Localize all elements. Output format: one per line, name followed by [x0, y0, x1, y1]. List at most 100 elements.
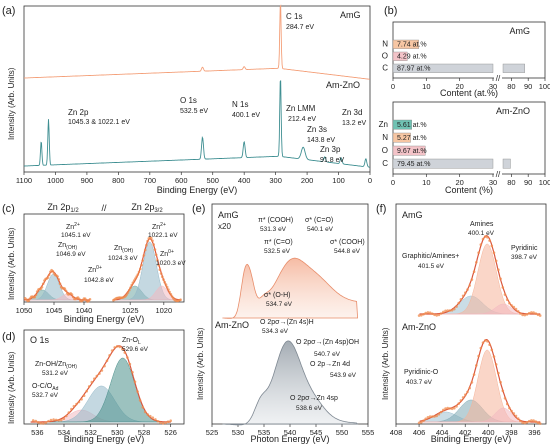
c-anno-4-label: Zn(OH)	[114, 245, 133, 254]
panel-f-amzno-point-50	[428, 415, 432, 418]
panel-e-annotations: π* (COOH) 531.3 eV π* (C=O) 532.5 eV σ* …	[258, 217, 365, 412]
panel-c-frame	[23, 213, 185, 303]
panel-d-point-34	[82, 394, 86, 398]
panel-f-amg-point-5	[527, 311, 531, 315]
panel-b-top-legend: AmG	[509, 26, 530, 36]
panel-a-amzno-line	[24, 80, 370, 168]
panel-f-amzno-point-23	[488, 343, 491, 347]
e-anno-3-value: 540.1 eV	[307, 226, 334, 233]
panel-f-amg-point-11	[514, 307, 518, 311]
panel-f-amg-point-15	[505, 298, 509, 302]
panel-b-bottom-tick-label-1: 10	[422, 178, 430, 187]
panel-f-amg-point-7	[523, 313, 527, 317]
panel-c-left-tick-label-2: 1040	[76, 306, 93, 315]
panel-f-amzno-point-15	[505, 402, 509, 406]
panel-f-amzno-point-30	[472, 373, 476, 376]
panel-f-amzno-point-52	[424, 417, 428, 421]
panel-c-right-point-35	[136, 273, 140, 276]
panel-f-amzno-point-2	[534, 420, 538, 423]
panel-b-top-cat-0: N	[382, 39, 388, 48]
panel-f-amg-point-22	[490, 244, 494, 248]
panel-c-right-point-12	[164, 283, 168, 286]
panel-b-top-bar-2-cont	[502, 63, 525, 73]
panel-a-tick-label-7: 400	[238, 176, 251, 185]
panel-b-bottom-xlabel: Content (%)	[445, 185, 493, 195]
panel-a-tick-label-10: 100	[332, 176, 345, 185]
d-anno-1-label: Zn-OH/Zn(OH)	[35, 361, 77, 370]
e-anno-7-value: 540.7 eV	[314, 351, 341, 358]
panel-f-tick-label-4: 400	[482, 428, 495, 437]
panel-b-bottom-tick-label-0: 0	[391, 178, 395, 187]
c-anno-5-value: 1022.1 eV	[148, 232, 178, 239]
panel-c-right-point-38	[132, 279, 136, 282]
panel-d-point-47	[49, 418, 53, 422]
panel-f-amg-point-2	[534, 312, 538, 315]
panel-b-top-bar-label-0: 7.74 at.%	[397, 42, 427, 49]
panel-f-amg-point-52	[424, 311, 428, 315]
panel-b-bottom-bar-3-cont	[502, 158, 511, 169]
panel-a-tick-label-4: 700	[144, 176, 157, 185]
panel-f-amg-point-14	[508, 301, 511, 305]
e-anno-5-value: 534.7 eV	[266, 301, 293, 308]
anno-zn2p-label: Zn 2p	[68, 108, 89, 117]
panel-f-amg-point-53	[422, 313, 425, 316]
panel-c-right-point-16	[159, 272, 163, 275]
panel-c-left-point-33	[49, 270, 52, 274]
panel-b-top-bar-2	[392, 63, 494, 73]
c-anno-1-label: Zn2+	[66, 222, 80, 231]
panel-b-bottom-tick-label-2: 20	[455, 178, 463, 187]
anno-c1s-label: C 1s	[286, 12, 302, 21]
panel-d-point-9	[146, 413, 150, 416]
panel-f-amg-point-9	[519, 312, 522, 315]
panel-c-right-point-39	[131, 281, 135, 285]
panel-e-letter: (e)	[192, 203, 205, 215]
panel-f-amzno-point-7	[523, 421, 527, 425]
panel-f-amg-point-35	[461, 294, 465, 298]
panel-d-point-10	[143, 410, 147, 414]
panel-b-bottom-legend: Am-ZnO	[496, 106, 530, 116]
panel-c-left-point-25	[58, 282, 62, 286]
panel-e-legend-x20: x20	[218, 222, 231, 231]
panel-c-letter: (c)	[2, 203, 15, 215]
panel-c-left-point-44	[35, 290, 39, 293]
panel-f-amzno-point-14	[508, 406, 511, 410]
panel-f-amzno-point-26	[481, 341, 485, 345]
panel-d-point-51	[39, 422, 43, 425]
panel-f-amzno-point-11	[514, 414, 518, 418]
panel-c-right-point-30	[142, 254, 146, 257]
panel-c-right-point-29	[143, 248, 147, 252]
panel-f-amg-point-12	[512, 305, 516, 309]
panel-f-amzno-point-32	[468, 386, 472, 390]
panel-d-peaks	[30, 345, 172, 425]
panel-e-xticks: 525 530 535 540 545 550 555	[206, 424, 375, 437]
panel-f-amg-point-6	[525, 313, 529, 316]
panel-c-left-point-38	[43, 279, 46, 282]
panel-d-point-12	[138, 399, 142, 402]
panel-f-amzno-point-39	[453, 406, 456, 410]
panel-c-left-point-8	[79, 299, 82, 303]
anno-zn3d-label: Zn 3d	[342, 108, 362, 117]
f-anno-4-label: Pyridinic-O	[404, 369, 439, 376]
panel-a-amg-line	[24, 4, 370, 80]
panel-f: (f) AmG Am-ZnO Intensity (Arb. Units) Bi…	[376, 203, 547, 444]
panel-e-tick-label-6: 555	[362, 428, 375, 437]
panel-f-amzno-point-42	[446, 406, 450, 410]
panel-c-right-point-43	[126, 291, 130, 294]
panel-c-left-point-50	[28, 297, 32, 300]
panel-c-peaks	[23, 236, 182, 303]
panel-f-amg-point-21	[492, 251, 496, 254]
panel-b-bottom-bar-0	[392, 119, 412, 130]
panel-e-tick-label-2: 535	[258, 428, 271, 437]
panel-f-amzno-point-9	[519, 419, 522, 423]
panel-d-point-24	[108, 354, 111, 357]
panel-e-tick-label-3: 540	[284, 428, 297, 437]
panel-e-tick-label-5: 550	[336, 428, 349, 437]
panel-c-left-point-26	[57, 278, 61, 281]
panel-d-point-19	[121, 347, 124, 351]
panel-c-left-tick-label-1: 1045	[46, 306, 63, 315]
panel-e-legend-amg: AmG	[218, 210, 239, 220]
panel-d-point-3	[161, 422, 165, 425]
panel-f-amzno-point-45	[439, 410, 443, 414]
panel-c-right-point-9	[168, 290, 171, 294]
anno-znlmm-value: 212.4 eV	[288, 116, 316, 123]
